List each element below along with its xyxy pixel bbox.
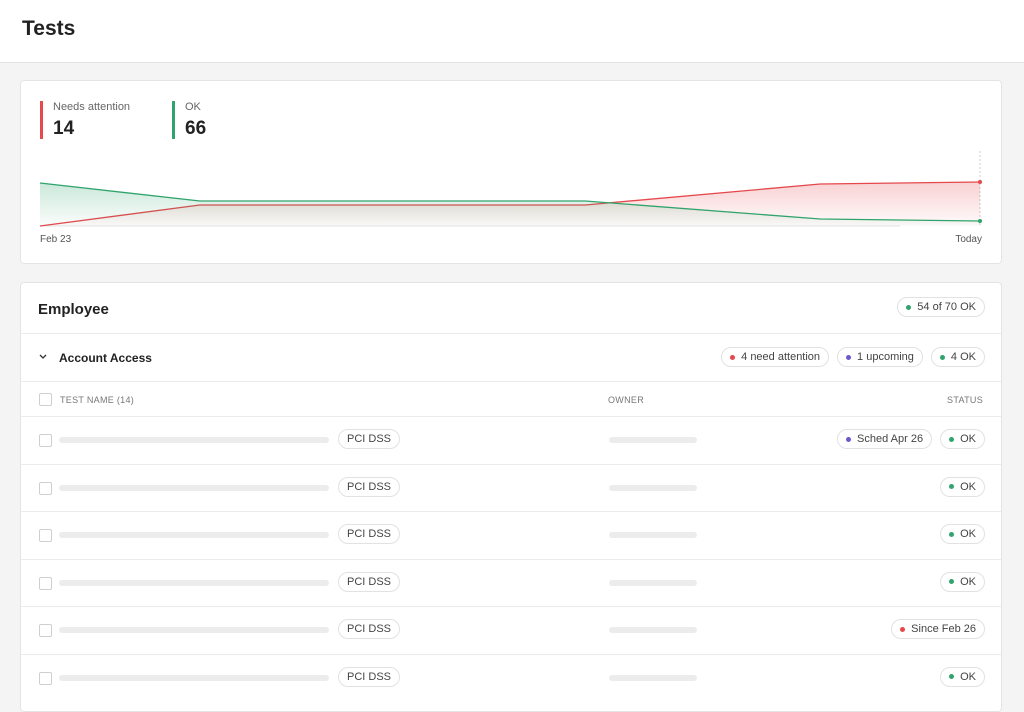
status-dot xyxy=(939,354,945,360)
owner-placeholder xyxy=(609,484,697,491)
column-header: OWNER xyxy=(608,395,644,405)
name-placeholder xyxy=(59,437,329,443)
statuses: Since Feb 26 xyxy=(891,619,985,639)
badge-text: 54 of 70 OK xyxy=(917,301,976,313)
table-row[interactable]: PCI DSS OK xyxy=(21,511,1001,559)
checkbox xyxy=(39,576,52,590)
badge-text: OK xyxy=(960,670,976,683)
table-row[interactable]: PCI DSS Since Feb 26 xyxy=(21,606,1001,654)
section-badges: 54 of 70 OK xyxy=(897,297,985,317)
status-dot xyxy=(846,436,852,442)
status-dot xyxy=(949,484,955,489)
x-label: Feb 23 xyxy=(40,234,72,245)
status-dot xyxy=(949,436,955,442)
x-label: Today xyxy=(955,234,982,245)
page-title: Tests xyxy=(22,17,76,40)
badge-text: OK xyxy=(960,480,976,493)
status-badge: 4 need attention xyxy=(721,347,830,367)
status-dot xyxy=(949,579,955,584)
status-badge: 4 OK xyxy=(930,347,985,367)
status-badge: 1 upcoming xyxy=(837,347,923,367)
statuses: OK xyxy=(940,524,985,544)
table-header: TEST NAME (14) OWNER STATUS xyxy=(21,381,1001,417)
name-placeholder xyxy=(59,627,329,633)
trend-line xyxy=(39,182,981,222)
status-badge: Sched Apr 26 xyxy=(837,429,933,449)
checkbox xyxy=(39,624,52,637)
tag: PCI DSS xyxy=(338,666,401,687)
tag: PCI DSS xyxy=(338,619,401,639)
section-title: Employee xyxy=(38,301,109,318)
summary-value: 66 xyxy=(185,118,207,139)
chevron[interactable] xyxy=(39,354,47,360)
checkbox xyxy=(39,434,52,447)
status-badge: OK xyxy=(940,476,985,497)
table-row[interactable]: PCI DSS OK xyxy=(21,558,1001,607)
name-placeholder xyxy=(59,532,329,538)
group-title: Account Access xyxy=(59,351,152,365)
status-badge: 54 of 70 OK xyxy=(897,297,985,317)
employee-card: Employee 54 of 70 OK Account Access 4 ne… xyxy=(20,282,1002,712)
checkbox[interactable] xyxy=(39,393,52,406)
trend-chart: Feb 23 Today xyxy=(39,151,982,245)
end-dot xyxy=(978,180,982,184)
summary-label: OK xyxy=(185,101,201,113)
group-row[interactable]: Account Access 4 need attention 1 upcomin… xyxy=(21,333,1001,381)
group-badges: 4 need attention 1 upcoming 4 OK xyxy=(721,347,985,367)
checkbox xyxy=(39,671,52,685)
status-badge: Since Feb 26 xyxy=(891,619,985,639)
name-placeholder xyxy=(59,674,329,681)
tag: PCI DSS xyxy=(338,476,401,497)
status-dot xyxy=(949,531,955,537)
badge-text: 4 OK xyxy=(950,351,976,363)
status-badge: OK xyxy=(940,666,985,687)
status-dot xyxy=(730,354,736,360)
tag: PCI DSS xyxy=(338,571,401,592)
statuses: OK xyxy=(940,666,985,687)
table-row[interactable]: PCI DSS OK xyxy=(21,653,1001,702)
status-dot xyxy=(900,626,906,632)
summary-bar xyxy=(40,101,43,139)
owner-placeholder xyxy=(609,627,697,633)
table-row[interactable]: PCI DSS OK xyxy=(21,463,1001,512)
owner-placeholder xyxy=(609,579,697,586)
status-badge: OK xyxy=(940,571,985,592)
statuses: Sched Apr 26 OK xyxy=(837,429,985,449)
status-dot xyxy=(949,674,955,679)
header: Tests xyxy=(0,0,1024,63)
table-row[interactable]: PCI DSS Sched Apr 26 OK xyxy=(21,416,1001,464)
badge-text: 4 need attention xyxy=(741,351,821,363)
tag: PCI DSS xyxy=(338,524,401,544)
status-dot xyxy=(906,304,912,310)
summary-label: Needs attention xyxy=(53,101,131,113)
status-badge: OK xyxy=(940,429,985,449)
owner-placeholder xyxy=(609,674,697,681)
column-header: STATUS xyxy=(947,395,983,405)
badge-text: OK xyxy=(960,528,976,540)
badge-text: 1 upcoming xyxy=(857,351,914,363)
end-dot xyxy=(978,219,982,223)
summary-bar xyxy=(172,101,175,139)
statuses: OK xyxy=(940,476,985,497)
column-header: TEST NAME (14) xyxy=(60,395,135,405)
checkbox xyxy=(39,481,52,495)
badge-text: Since Feb 26 xyxy=(911,623,976,635)
badge-text: Sched Apr 26 xyxy=(857,433,924,445)
summary-card: Needs attention 14 OK 66 Feb 23 Today xyxy=(20,80,1002,264)
statuses: OK xyxy=(940,571,985,592)
status-badge: OK xyxy=(940,524,985,544)
owner-placeholder xyxy=(609,437,697,443)
checkbox xyxy=(39,529,52,542)
summary-value: 14 xyxy=(53,118,75,139)
owner-placeholder xyxy=(609,532,697,538)
name-placeholder xyxy=(59,484,329,491)
badge-text: OK xyxy=(960,433,976,445)
name-placeholder xyxy=(59,579,329,586)
tag: PCI DSS xyxy=(338,429,401,449)
status-dot xyxy=(846,354,852,360)
trend-area xyxy=(40,183,980,226)
badge-text: OK xyxy=(960,575,976,588)
